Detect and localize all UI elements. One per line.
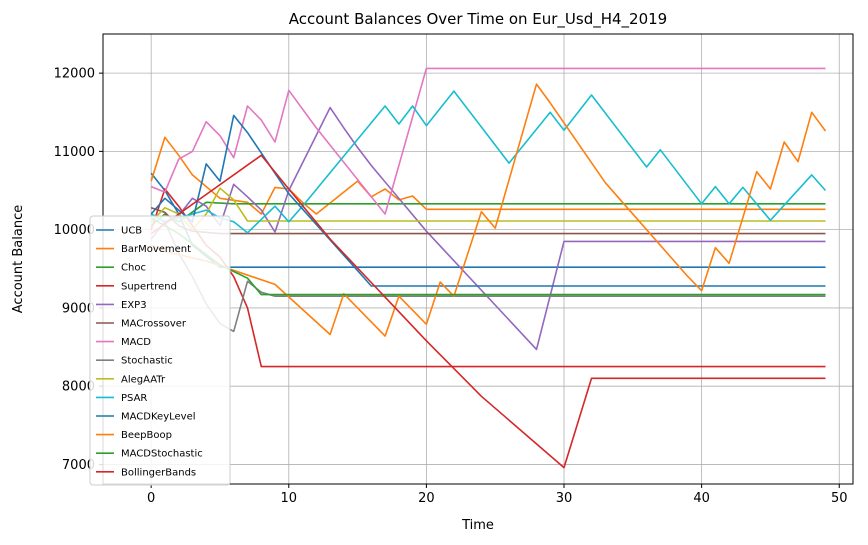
x-tick-label: 0 <box>147 491 155 506</box>
y-tick-label: 8000 <box>62 380 95 395</box>
legend-label-ucb: UCB <box>121 226 142 237</box>
legend: UCB BarMovement Choc Supertrend EXP3 MACrosso… <box>89 215 231 486</box>
x-tick-label: 30 <box>556 491 573 506</box>
y-tick-label: 12000 <box>54 67 95 82</box>
legend-label-beepboop: BeepBoop <box>121 430 172 441</box>
y-tick-label: 10000 <box>54 223 95 238</box>
legend-label-psar: PSAR <box>121 393 147 404</box>
legend-label-macdkeylevel: MACDKeyLevel <box>121 412 196 423</box>
series-line-bollingerbands <box>150 154 826 469</box>
x-tick-label: 40 <box>693 491 710 506</box>
x-tick-label: 50 <box>831 491 848 506</box>
series-line-barmovement <box>150 136 826 215</box>
x-axis-label: Time <box>461 518 494 533</box>
legend-box <box>89 215 231 486</box>
series-line-macdkeylevel <box>150 114 826 287</box>
chart-title: Account Balances Over Time on Eur_Usd_H4… <box>289 10 667 29</box>
x-axis-ticks: 0 10 20 30 40 50 <box>147 484 848 506</box>
legend-label-supertrend: Supertrend <box>121 281 177 292</box>
y-tick-label: 9000 <box>62 301 95 316</box>
series-line-macd <box>150 67 826 215</box>
legend-label-barmovement: BarMovement <box>121 244 191 255</box>
series-lines <box>150 67 827 469</box>
x-tick-label: 20 <box>418 491 435 506</box>
series-line-psar <box>150 90 827 234</box>
x-tick-label: 10 <box>281 491 298 506</box>
y-axis-ticks: 7000 8000 9000 10000 11000 12000 <box>54 67 103 473</box>
y-axis-label: Account Balance <box>11 205 26 313</box>
legend-label-macrossover: MACrossover <box>121 319 187 330</box>
series-line-alegaatr <box>150 187 826 231</box>
series-line-beepboop <box>150 83 827 337</box>
legend-label-exp3: EXP3 <box>121 300 147 311</box>
legend-label-bollingerbands: BollingerBands <box>121 467 196 478</box>
legend-label-stochastic: Stochastic <box>121 356 173 367</box>
legend-label-macd: MACD <box>121 337 151 348</box>
legend-label-choc: Choc <box>121 263 146 274</box>
series-line-exp3 <box>150 106 826 351</box>
legend-label-alegaatr: AlegAATr <box>121 374 166 385</box>
y-tick-label: 7000 <box>62 458 95 473</box>
legend-label-macdstochastic: MACDStochastic <box>121 449 203 460</box>
y-tick-label: 11000 <box>54 145 95 160</box>
